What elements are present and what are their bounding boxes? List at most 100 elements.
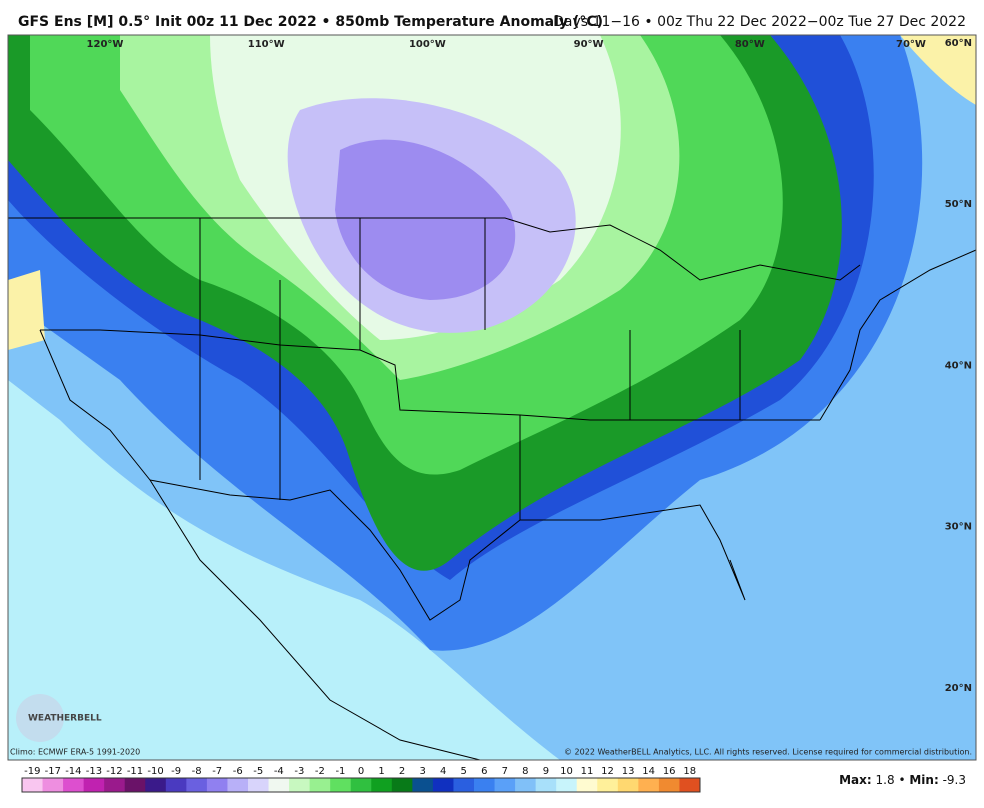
colorbar-label: -14 [65,766,81,777]
colorbar-swatch [638,778,660,792]
colorbar-label: -12 [106,766,122,777]
colorbar-label: 11 [581,766,594,777]
colorbar-swatch [576,778,598,792]
colorbar-swatch [556,778,578,792]
colorbar-swatch [679,778,701,792]
colorbar-swatch [515,778,537,792]
colorbar-label: -2 [315,766,325,777]
colorbar-swatch [22,778,44,792]
longitude-label: 70°W [896,39,926,50]
colorbar-swatch [124,778,146,792]
colorbar-swatch [535,778,557,792]
colorbar-label: -1 [335,766,345,777]
longitude-label: 100°W [409,39,446,50]
header-title: GFS Ens [M] 0.5° Init 00z 11 Dec 2022 • … [18,14,603,30]
colorbar-swatch [617,778,639,792]
colorbar-label: 0 [358,766,364,777]
longitude-label: 120°W [87,39,124,50]
colorbar-label: 8 [522,766,528,777]
colorbar-label: 16 [663,766,676,777]
colorbar-swatch [494,778,516,792]
colorbar-label: 10 [560,766,573,777]
colorbar-swatch [309,778,331,792]
longitude-label: 90°W [574,39,604,50]
colorbar-label: -5 [253,766,263,777]
colorbar-swatch [83,778,105,792]
colorbar-swatch [432,778,454,792]
longitude-label: 110°W [248,39,285,50]
copyright: © 2022 WeatherBELL Analytics, LLC. All r… [564,748,972,757]
colorbar-swatch [104,778,126,792]
colorbar-label: 2 [399,766,405,777]
map-frame [7,34,977,761]
field-yellow-west [8,270,45,350]
east-coast [819,249,977,421]
colorbar-label: 5 [461,766,467,777]
borders [8,217,977,761]
colorbar-swatch [412,778,434,792]
separator: • [898,773,905,787]
max-label: Max: [839,773,872,787]
longitude-label: 80°W [735,39,765,50]
min-label: Min: [909,773,938,787]
logo-text: WEATHERBELL [28,714,102,724]
colorbar-swatch [268,778,290,792]
latitude-label: 50°N [945,199,972,210]
colorbar-swatch [145,778,167,792]
west-coast [39,329,481,761]
colorbar-label: 3 [419,766,425,777]
map: 120°W 110°W 100°W 90°W 80°W 70°W 60°N 50°N 40°N 3… [7,34,977,761]
colorbar-label: -19 [24,766,40,777]
colorbar-label: 4 [440,766,446,777]
climo-note: Climo: ECMWF ERA-5 1991-2020 [10,748,140,757]
colorbar-label: 12 [601,766,614,777]
colorbar-swatch [63,778,85,792]
latitude-label: 40°N [945,360,972,371]
colorbar-label: -6 [233,766,243,777]
colorbar-swatch [165,778,187,792]
colorbar-label: -3 [294,766,304,777]
colorbar-swatch [289,778,311,792]
colorbar-label: 18 [683,766,696,777]
colorbar-swatch [658,778,680,792]
colorbar-label: -10 [147,766,163,777]
min-value: -9.3 [943,773,966,787]
colorbar-label: -9 [171,766,181,777]
colorbar: -19 -17 -14 -13 -12 -11 -10 -9 -8 -7 -6 -5 -4 -3 -2 -1 0… [21,766,701,793]
colorbar-swatch [206,778,228,792]
colorbar-label: -13 [86,766,102,777]
header-valid: Days 11−16 • 00z Thu 22 Dec 2022−00z Tue… [553,14,966,30]
colorbar-swatch [248,778,270,792]
field-purple [335,139,516,300]
colorbar-swatch [453,778,475,792]
latitude-label: 20°N [945,683,972,694]
stats: Max: 1.8 • Min: -9.3 [839,773,966,787]
colorbar-label: -17 [45,766,61,777]
colorbar-swatch [597,778,619,792]
logo-swirl [16,694,64,742]
colorbar-swatch [186,778,208,792]
latitude-label: 30°N [945,522,972,533]
colorbar-swatch [330,778,352,792]
colorbar-label: -4 [274,766,284,777]
colorbar-swatch [474,778,496,792]
colorbar-label: -7 [212,766,222,777]
colorbar-swatch [227,778,249,792]
field-yellow-northeast [900,35,976,105]
colorbar-label: -8 [192,766,202,777]
colorbar-swatch [371,778,393,792]
colorbar-swatch [350,778,372,792]
colorbar-swatch [391,778,413,792]
max-value: 1.8 [876,773,895,787]
latitude-label: 60°N [945,38,972,49]
state-lines [40,329,820,421]
us-canada-border [8,217,861,281]
colorbar-label: 6 [481,766,487,777]
colorbar-label: 13 [622,766,635,777]
colorbar-label: 14 [642,766,655,777]
anomaly-field [8,35,976,760]
interior-lines [199,218,741,520]
colorbar-frame [21,777,701,793]
